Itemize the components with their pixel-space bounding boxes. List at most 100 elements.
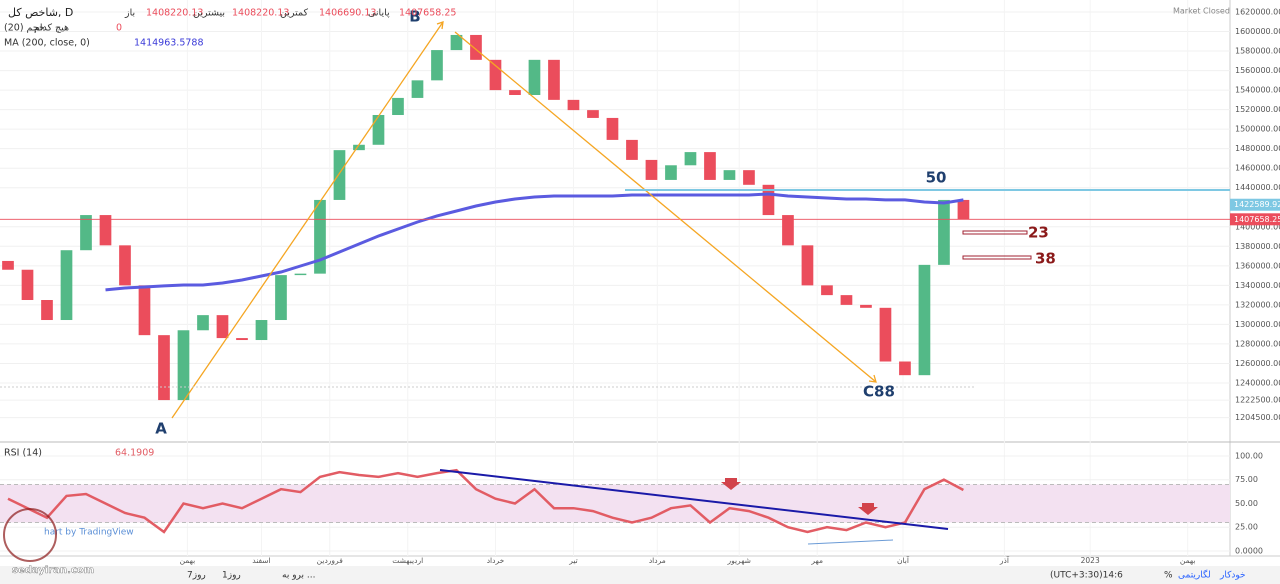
candle-body [138, 285, 151, 336]
price-tag-label: 1422589.92 [1234, 200, 1280, 209]
price-tag-label: 1407658.25 [1234, 215, 1280, 224]
candle-body [392, 97, 404, 116]
candle-body [899, 361, 911, 376]
toolbar-button[interactable]: لگاریتمی [1178, 569, 1211, 581]
price-tag [1230, 213, 1280, 226]
wave-label: B [409, 8, 420, 26]
candle-body [626, 139, 638, 160]
level-label: 50 [926, 169, 947, 187]
y-tick-label: 1600000.00 [1235, 27, 1280, 36]
candle-body [60, 250, 73, 321]
level-label: 23 [1028, 224, 1049, 242]
candle-body [840, 295, 853, 305]
candle-body [158, 335, 170, 401]
indicator-value: 1414963.5788 [134, 38, 204, 49]
header-label: بیشترین [193, 8, 225, 19]
candle-body [528, 59, 541, 95]
toolbar-button[interactable]: 1روز [222, 571, 241, 581]
candle-body [314, 199, 326, 274]
header-label: باز [124, 8, 135, 19]
candle-body [645, 159, 658, 180]
candle-body [567, 99, 580, 111]
candle-body [723, 170, 736, 180]
candle-body [353, 144, 365, 151]
candle-body [294, 273, 307, 276]
arrow-head [436, 21, 444, 30]
candle-body [762, 184, 775, 216]
toolbar-button[interactable]: خودکار [1219, 571, 1246, 581]
watermark: hart by TradingView [44, 528, 134, 538]
candle-body [275, 275, 287, 321]
indicator-label: هیچ کدام [34, 23, 69, 34]
candle-body [548, 59, 560, 100]
indicator-label: RSI (14) [4, 448, 42, 459]
candle-body [99, 215, 112, 246]
candle-body [431, 50, 443, 81]
y-tick-label: 1320000.00 [1235, 300, 1280, 309]
candle-body [372, 115, 385, 145]
candle-body [80, 215, 92, 251]
candle-body [782, 215, 794, 246]
toolbar-button[interactable]: برو به ... [282, 571, 315, 581]
price-tag [1230, 198, 1280, 211]
x-tick-label: بهمن [180, 556, 196, 565]
candle-body [801, 245, 814, 286]
header-label: کمترین [280, 8, 308, 19]
site-logo [3, 508, 57, 562]
y-tick-label: 1280000.00 [1235, 339, 1280, 348]
x-tick-label: اردیبهشت [392, 556, 423, 565]
y-tick-label: 1620000.00 [1235, 8, 1280, 17]
wave-label: A [155, 420, 167, 438]
candle-body [879, 307, 892, 362]
candle-body [684, 152, 697, 166]
y-tick-label: 1360000.00 [1235, 261, 1280, 270]
y-tick-label: 1520000.00 [1235, 105, 1280, 114]
candle-body [606, 117, 619, 140]
candle-body [333, 150, 346, 200]
candle-body [216, 315, 229, 339]
toolbar-button[interactable]: 7روز [187, 571, 206, 581]
x-tick-label: تیر [568, 556, 578, 565]
x-tick-label: 2023 [1081, 556, 1100, 565]
header-value: 1407658.25 [399, 8, 456, 19]
candle-body [957, 199, 970, 220]
level-label: 38 [1035, 250, 1056, 268]
y-tick-label: 0.0000 [1235, 546, 1263, 555]
series-line [105, 192, 964, 292]
candle-body [587, 110, 599, 118]
bottom-toolbar [0, 566, 1280, 584]
candle-body [177, 330, 190, 401]
candle-body [119, 245, 131, 286]
x-tick-label: آبان [897, 555, 910, 565]
y-tick-label: 1460000.00 [1235, 164, 1280, 173]
indicator-value: 0 [116, 23, 122, 34]
y-tick-label: 1204500.00 [1235, 413, 1280, 422]
timezone[interactable]: (UTC+3:30)14:6 [1050, 571, 1123, 581]
y-tick-label: 75.00 [1235, 475, 1258, 484]
candle-body [704, 152, 716, 180]
rsi-marker [721, 478, 741, 490]
y-tick-label: 1222500.00 [1235, 396, 1280, 405]
rsi-trendline [439, 469, 949, 530]
elliott-arrows [171, 21, 877, 419]
x-tick-label: خرداد [487, 556, 505, 565]
y-tick-label: 1480000.00 [1235, 144, 1280, 153]
indicator-label: MA (200, close, 0) [4, 38, 90, 49]
y-tick-label: 50.00 [1235, 499, 1258, 508]
candle-body [938, 199, 950, 265]
x-tick-label: مرداد [649, 556, 666, 565]
y-tick-label: 1560000.00 [1235, 66, 1280, 75]
candle-body [918, 264, 931, 376]
y-tick-label: 1240000.00 [1235, 378, 1280, 387]
candle-body [255, 320, 268, 341]
wave-label: C88 [863, 383, 895, 401]
x-tick-label: فروردین [317, 556, 344, 565]
candle-body [197, 315, 209, 331]
toolbar-button[interactable]: % [1164, 571, 1173, 581]
arrow-bc [454, 31, 877, 383]
candle-body [236, 338, 248, 341]
market-status: Market Closed [1173, 7, 1230, 16]
y-tick-label: 100.00 [1235, 451, 1263, 460]
y-tick-label: 1260000.00 [1235, 359, 1280, 368]
